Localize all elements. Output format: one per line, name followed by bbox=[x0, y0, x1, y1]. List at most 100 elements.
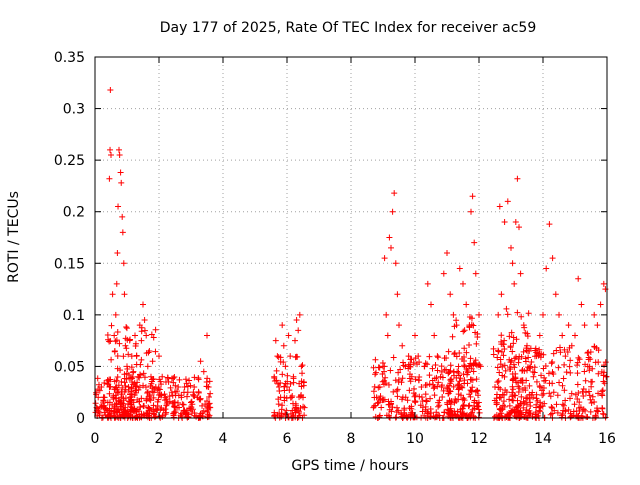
data-point bbox=[500, 402, 507, 409]
data-point bbox=[283, 395, 290, 402]
data-point bbox=[271, 377, 278, 384]
data-point bbox=[114, 389, 121, 396]
data-point bbox=[515, 388, 522, 395]
data-point bbox=[295, 327, 302, 334]
data-point bbox=[513, 403, 520, 410]
data-point bbox=[498, 332, 505, 339]
data-point bbox=[106, 390, 113, 397]
data-point bbox=[536, 382, 543, 389]
data-point bbox=[466, 362, 473, 369]
data-point bbox=[459, 405, 466, 412]
data-point bbox=[518, 393, 525, 400]
data-point bbox=[560, 375, 567, 382]
data-point bbox=[283, 407, 290, 414]
data-point bbox=[372, 356, 379, 363]
data-point bbox=[278, 413, 285, 420]
data-point bbox=[522, 395, 529, 402]
data-point bbox=[532, 345, 539, 352]
data-point bbox=[572, 332, 578, 339]
data-point bbox=[454, 368, 461, 375]
data-point bbox=[508, 244, 514, 251]
data-point bbox=[191, 374, 198, 381]
data-point bbox=[453, 322, 460, 329]
data-point bbox=[299, 370, 306, 377]
x-tick-label: 2 bbox=[155, 431, 164, 447]
data-point bbox=[271, 373, 278, 380]
data-point bbox=[433, 409, 440, 416]
data-point bbox=[550, 350, 557, 357]
data-point bbox=[178, 394, 185, 401]
data-point bbox=[138, 337, 145, 344]
data-point bbox=[477, 363, 484, 370]
data-point bbox=[600, 372, 607, 379]
data-point bbox=[120, 397, 127, 404]
data-point bbox=[171, 374, 178, 381]
data-point bbox=[387, 367, 394, 374]
data-point bbox=[512, 219, 519, 226]
data-point bbox=[415, 353, 422, 360]
data-point bbox=[520, 348, 527, 355]
data-point bbox=[559, 332, 566, 339]
data-point bbox=[574, 370, 581, 377]
data-point bbox=[574, 362, 581, 369]
data-point bbox=[466, 314, 473, 321]
data-point bbox=[431, 392, 438, 399]
data-point bbox=[570, 408, 577, 415]
data-point bbox=[587, 408, 594, 415]
data-point bbox=[469, 406, 476, 413]
data-point bbox=[100, 402, 106, 409]
data-point bbox=[559, 401, 566, 408]
data-point bbox=[136, 398, 143, 405]
data-point bbox=[116, 146, 122, 153]
data-point bbox=[386, 234, 393, 241]
data-point bbox=[533, 401, 540, 408]
data-point bbox=[494, 379, 501, 386]
data-point bbox=[205, 393, 212, 400]
data-point bbox=[499, 391, 506, 398]
data-point bbox=[111, 413, 118, 420]
data-point bbox=[575, 354, 582, 361]
data-point bbox=[453, 374, 460, 381]
data-point bbox=[376, 364, 383, 371]
data-point bbox=[493, 395, 500, 402]
data-point bbox=[524, 333, 531, 340]
data-point bbox=[293, 317, 300, 324]
data-point bbox=[128, 364, 135, 371]
data-point bbox=[529, 413, 536, 420]
data-point bbox=[433, 374, 440, 381]
data-point bbox=[93, 391, 100, 398]
y-tick-label: 0.1 bbox=[63, 308, 85, 324]
data-point bbox=[550, 370, 557, 377]
data-point bbox=[130, 368, 137, 375]
data-point bbox=[412, 332, 418, 339]
data-point bbox=[106, 407, 113, 414]
data-point bbox=[92, 400, 99, 407]
data-point bbox=[517, 270, 524, 277]
data-point bbox=[562, 397, 569, 404]
data-point bbox=[533, 391, 540, 398]
data-point bbox=[510, 361, 517, 368]
data-point bbox=[395, 369, 402, 376]
data-point bbox=[274, 353, 281, 360]
data-point bbox=[183, 393, 190, 400]
data-point bbox=[114, 353, 121, 360]
data-point bbox=[513, 409, 520, 416]
data-point bbox=[492, 384, 498, 391]
data-point bbox=[562, 353, 569, 360]
data-point bbox=[120, 260, 127, 267]
data-point bbox=[276, 410, 283, 417]
data-point bbox=[564, 348, 571, 355]
data-point bbox=[575, 390, 582, 397]
data-point bbox=[540, 384, 547, 391]
data-point bbox=[143, 409, 150, 416]
data-point bbox=[496, 203, 503, 210]
data-point bbox=[279, 371, 286, 378]
data-point bbox=[602, 414, 609, 421]
data-point bbox=[132, 332, 138, 339]
data-point bbox=[141, 374, 148, 381]
data-point bbox=[181, 384, 188, 391]
data-point bbox=[104, 380, 111, 387]
data-point bbox=[122, 408, 129, 415]
data-point bbox=[450, 383, 457, 390]
data-point bbox=[372, 369, 379, 376]
